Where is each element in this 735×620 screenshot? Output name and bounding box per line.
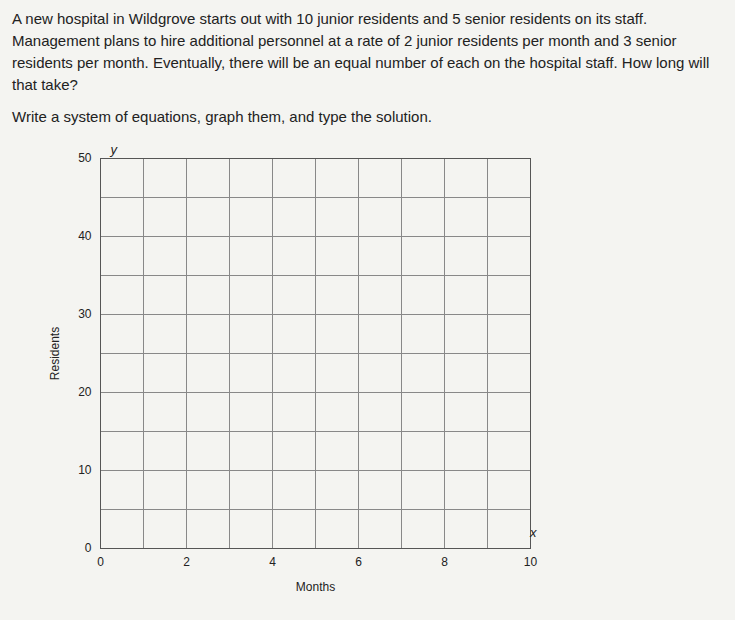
svg-text:0: 0 [97, 555, 104, 569]
svg-text:2: 2 [183, 555, 190, 569]
svg-text:Months: Months [296, 580, 335, 594]
svg-text:0: 0 [85, 541, 92, 555]
svg-text:6: 6 [355, 555, 362, 569]
svg-text:8: 8 [441, 555, 448, 569]
svg-text:40: 40 [78, 229, 92, 243]
svg-text:y: y [110, 142, 119, 157]
svg-text:4: 4 [269, 555, 276, 569]
svg-text:x: x [529, 525, 537, 540]
svg-text:30: 30 [78, 307, 92, 321]
svg-text:10: 10 [78, 463, 92, 477]
svg-text:10: 10 [524, 555, 538, 569]
svg-text:50: 50 [78, 151, 92, 165]
html-text:A new hospital in Wildgrove st: A new hospital in Wildgrove starts out w… [12, 10, 710, 93]
svg-text:Residents: Residents [48, 327, 62, 380]
svg-text:20: 20 [78, 385, 92, 399]
html-text:Write a system of equations, g: Write a system of equations, graph them,… [12, 108, 432, 125]
